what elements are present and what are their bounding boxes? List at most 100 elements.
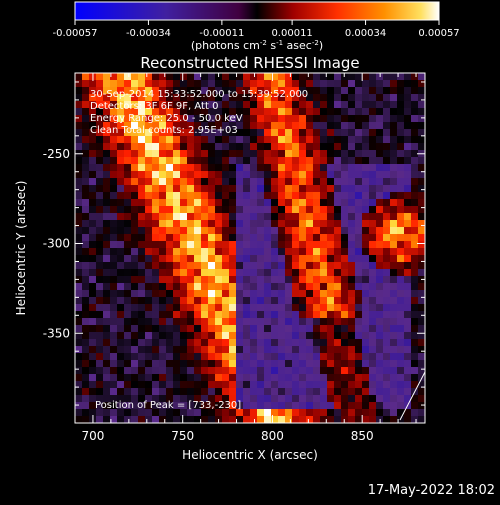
- heatmap-cell: [75, 374, 83, 382]
- heatmap-cell: [124, 402, 132, 410]
- heatmap-cell: [418, 122, 425, 130]
- heatmap-cell: [222, 409, 230, 417]
- heatmap-cell: [376, 381, 384, 389]
- heatmap-cell: [250, 206, 258, 214]
- heatmap-cell: [418, 339, 425, 347]
- heatmap-cell: [390, 227, 398, 235]
- heatmap-cell: [124, 416, 132, 423]
- heatmap-cell: [124, 178, 132, 186]
- heatmap-cell: [383, 241, 391, 249]
- heatmap-cell: [292, 80, 300, 88]
- heatmap-cell: [138, 80, 146, 88]
- heatmap-cell: [82, 136, 90, 144]
- heatmap-cell: [117, 311, 125, 319]
- heatmap-cell: [341, 108, 349, 116]
- heatmap-cell: [418, 255, 425, 263]
- heatmap-cell: [173, 178, 181, 186]
- heatmap-cell: [418, 220, 425, 228]
- heatmap-cell: [404, 360, 412, 368]
- heatmap-cell: [82, 213, 90, 221]
- heatmap-cell: [348, 136, 356, 144]
- heatmap-cell: [208, 416, 216, 423]
- heatmap-cell: [82, 276, 90, 284]
- heatmap-cell: [131, 262, 139, 270]
- heatmap-cell: [180, 367, 188, 375]
- heatmap-cell: [117, 80, 125, 88]
- heatmap-cell: [341, 395, 349, 403]
- heatmap-cell: [82, 129, 90, 137]
- heatmap-cell: [397, 339, 405, 347]
- heatmap-cell: [264, 234, 272, 242]
- heatmap-cell: [138, 416, 146, 423]
- heatmap-cell: [334, 129, 342, 137]
- heatmap-cell: [355, 339, 363, 347]
- heatmap-cell: [278, 276, 286, 284]
- heatmap-cell: [292, 150, 300, 158]
- heatmap-cell: [236, 73, 244, 81]
- heatmap-cell: [145, 388, 153, 396]
- heatmap-cell: [278, 206, 286, 214]
- heatmap-cell: [110, 290, 118, 298]
- heatmap-cell: [418, 416, 425, 423]
- heatmap-cell: [208, 360, 216, 368]
- heatmap-cell: [418, 115, 425, 123]
- heatmap-cell: [89, 311, 97, 319]
- heatmap-cell: [285, 269, 293, 277]
- heatmap-cell: [348, 395, 356, 403]
- heatmap-cell: [82, 87, 90, 95]
- heatmap-cell: [208, 220, 216, 228]
- heatmap-cell: [131, 234, 139, 242]
- heatmap-cell: [334, 136, 342, 144]
- heatmap-cell: [383, 395, 391, 403]
- heatmap-cell: [75, 381, 83, 389]
- heatmap-cell: [404, 248, 412, 256]
- heatmap-cell: [320, 346, 328, 354]
- heatmap-cell: [257, 311, 265, 319]
- heatmap-cell: [138, 122, 146, 130]
- heatmap-cell: [313, 367, 321, 375]
- heatmap-cell: [124, 388, 132, 396]
- heatmap-cell: [194, 87, 202, 95]
- heatmap-cell: [383, 381, 391, 389]
- heatmap-cell: [292, 185, 300, 193]
- heatmap-cell: [418, 360, 425, 368]
- heatmap-cell: [82, 318, 90, 326]
- heatmap-cell: [180, 402, 188, 410]
- heatmap-cell: [131, 213, 139, 221]
- heatmap-cell: [397, 220, 405, 228]
- heatmap-cell: [362, 122, 370, 130]
- heatmap-cell: [257, 269, 265, 277]
- heatmap-cell: [131, 185, 139, 193]
- heatmap-cell: [271, 346, 279, 354]
- heatmap-cell: [383, 304, 391, 312]
- heatmap-cell: [313, 346, 321, 354]
- heatmap-cell: [292, 269, 300, 277]
- heatmap-cell: [208, 276, 216, 284]
- heatmap-cell: [159, 143, 167, 151]
- heatmap-cell: [369, 234, 377, 242]
- heatmap-cell: [418, 409, 425, 417]
- heatmap-cell: [124, 122, 132, 130]
- heatmap-cell: [187, 332, 195, 340]
- heatmap-cell: [306, 283, 314, 291]
- heatmap-cell: [292, 199, 300, 207]
- heatmap-cell: [152, 171, 160, 179]
- heatmap-cell: [355, 199, 363, 207]
- heatmap-cell: [243, 332, 251, 340]
- heatmap-cell: [215, 234, 223, 242]
- heatmap-cell: [278, 185, 286, 193]
- heatmap-cell: [110, 381, 118, 389]
- heatmap-cell: [166, 332, 174, 340]
- heatmap-cell: [285, 164, 293, 172]
- heatmap-cell: [418, 206, 425, 214]
- heatmap-cell: [187, 73, 195, 81]
- heatmap-cell: [152, 143, 160, 151]
- y-tick-label: -300: [43, 237, 70, 251]
- heatmap-cell: [334, 73, 342, 81]
- heatmap-cell: [124, 192, 132, 200]
- heatmap-cell: [229, 185, 237, 193]
- heatmap-cell: [285, 185, 293, 193]
- heatmap-cell: [229, 150, 237, 158]
- heatmap-cell: [145, 150, 153, 158]
- heatmap-cell: [327, 388, 335, 396]
